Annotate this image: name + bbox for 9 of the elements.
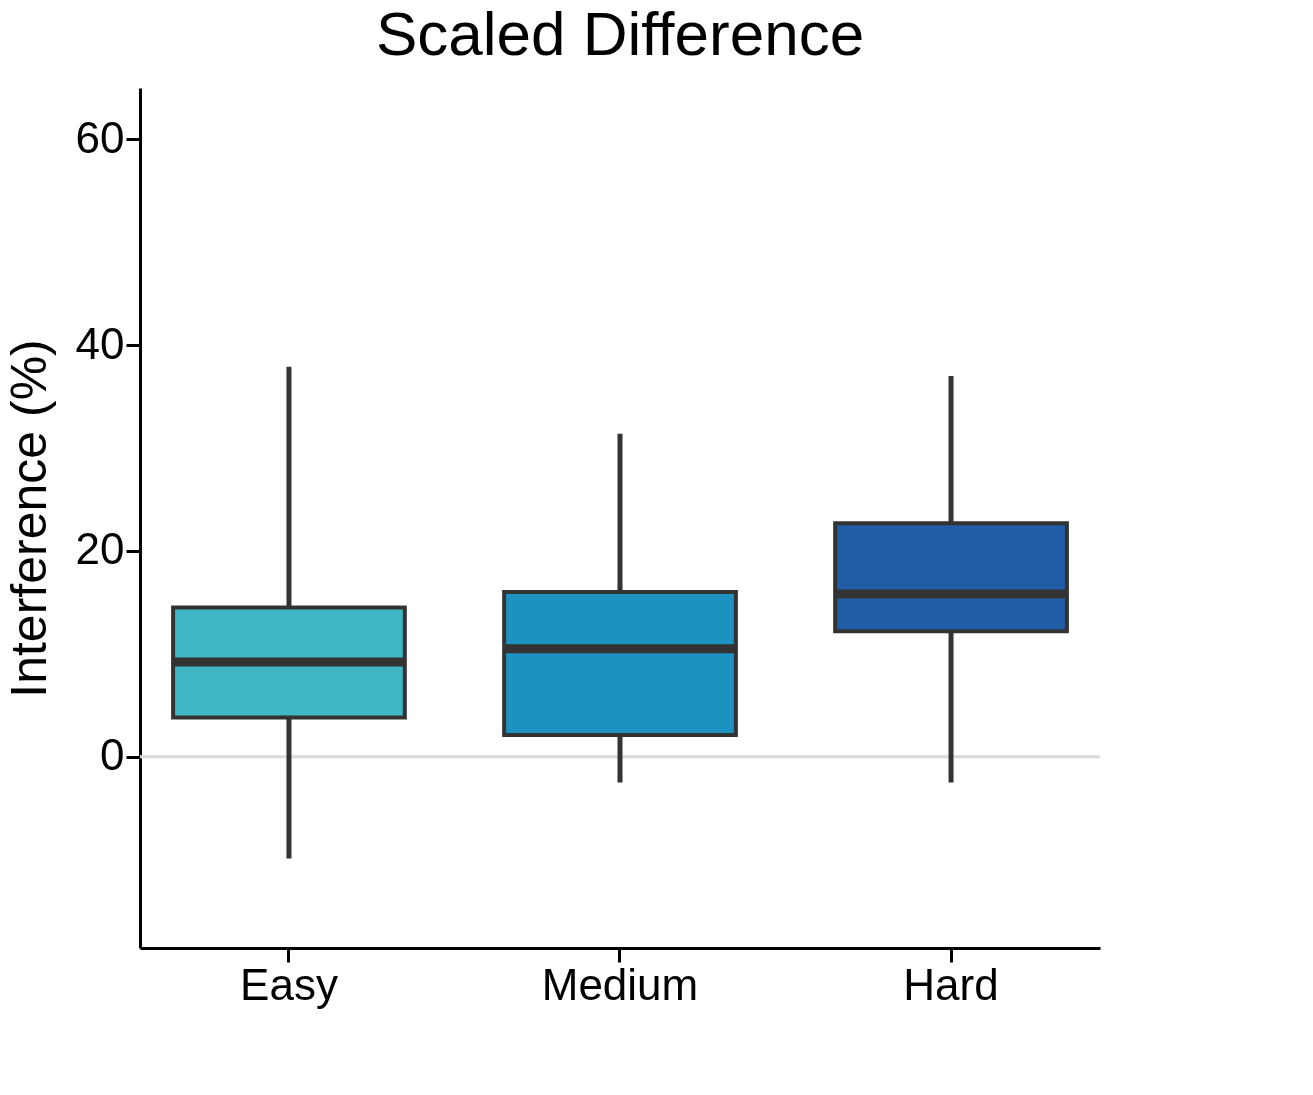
y-tick-label: 20 [75,524,125,574]
chart-title: Scaled Difference [375,0,865,68]
x-tick-label: Easy [240,959,338,1009]
y-axis-title: Interference (%) [0,339,57,698]
y-tick-label: 0 [100,730,125,780]
y-tick-label: 60 [75,112,125,162]
x-tick-label: Hard [903,959,999,1009]
y-tick-label: 40 [75,318,125,368]
x-tick-label: Medium [541,959,699,1009]
